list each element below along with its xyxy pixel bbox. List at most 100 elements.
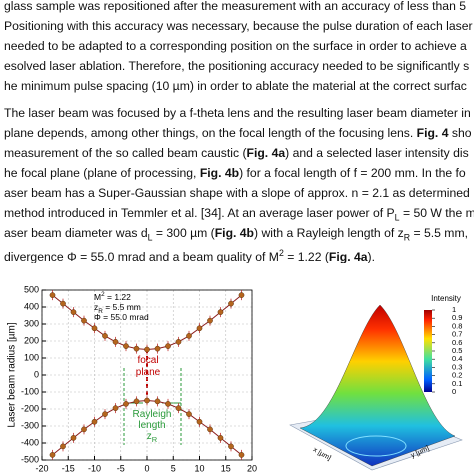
text-run: plane — [136, 367, 161, 378]
text-line: aser beam has a Super-Gaussian shape wit… — [4, 183, 474, 203]
y-tick-label: -400 — [21, 437, 39, 447]
colorbar-title: Intensity — [431, 294, 461, 303]
paragraph: The laser beam was focused by a f-theta … — [4, 103, 474, 263]
text-line: aser beam diameter was dL = 300 µm (Fig.… — [4, 223, 474, 243]
text-run: aser beam has a Super-Gaussian shape wit… — [4, 186, 470, 200]
x-tick-label: -5 — [117, 463, 125, 473]
text-line: he minimum pulse spacing (10 µm) in orde… — [4, 76, 474, 96]
text-run: M — [94, 292, 101, 302]
parameter-label: Φ = 55.0 mrad — [94, 312, 149, 322]
text-run: R — [98, 308, 103, 315]
data-point — [49, 452, 56, 458]
text-run: aser beam diameter was d — [4, 226, 148, 240]
paragraph: glass sample was repositioned after the … — [4, 0, 474, 96]
data-point — [165, 401, 171, 407]
x-tick-label: 20 — [247, 463, 257, 473]
rayleigh-label: zR — [147, 431, 158, 445]
data-point — [144, 397, 150, 404]
plot-frame — [41, 289, 253, 461]
text-run: L — [394, 212, 400, 223]
text-run: needed to be adapted to a corresponding … — [4, 39, 467, 53]
data-point — [81, 426, 87, 433]
rayleigh-label: length — [138, 420, 165, 431]
data-point — [102, 411, 108, 417]
text-run: Positioning with this accuracy was neces… — [4, 19, 473, 33]
x-tick-label: -15 — [62, 463, 75, 473]
text-run: z — [94, 302, 98, 312]
colorbar-tick-label: 0.8 — [452, 321, 462, 330]
text-run: 2 — [101, 291, 105, 298]
data-point — [175, 405, 182, 411]
text-run: ) and a selected laser intensity dis — [285, 146, 469, 160]
rayleigh-label: Rayleigh — [133, 409, 172, 420]
data-point — [165, 343, 171, 349]
text-line: method introduced in Temmler et al. [34]… — [4, 203, 474, 223]
data-point — [196, 325, 203, 332]
focal-plane-label: plane — [136, 367, 161, 378]
y-tick-label: 100 — [24, 352, 39, 362]
text-line: he focal plane (plane of processing, Fig… — [4, 163, 474, 183]
text-run: Φ = 55.0 mrad — [94, 312, 149, 322]
data-point — [70, 435, 77, 441]
text-run: he minimum pulse spacing (10 µm) in orde… — [4, 79, 467, 93]
colorbar-tick-label: 1 — [452, 305, 456, 314]
data-point — [207, 317, 213, 324]
data-point — [217, 309, 224, 315]
surface-contour — [345, 435, 407, 457]
data-point — [186, 333, 192, 339]
y-tick-label: 200 — [24, 335, 39, 345]
text-run: 2 — [278, 248, 284, 258]
data-point — [102, 333, 108, 339]
text-run: plane depends, among other things, on th… — [4, 126, 417, 140]
data-point — [60, 300, 66, 307]
text-run: length — [138, 420, 165, 431]
data-point — [112, 339, 119, 345]
text-run: method introduced in Temmler et al. [34]… — [4, 206, 395, 220]
colorbar-tick-label: 0.9 — [452, 313, 462, 322]
text-line: needed to be adapted to a corresponding … — [4, 36, 474, 56]
data-point — [60, 443, 66, 450]
data-point — [49, 292, 56, 298]
text-run: ) with a Rayleigh length of z — [254, 226, 404, 240]
text-run: Fig. 4b — [214, 226, 255, 240]
text-run: ). — [367, 250, 375, 263]
parameter-label: zR = 5.5 mm — [94, 302, 141, 315]
colorbar-tick-label: 0.6 — [452, 338, 462, 347]
y-tick-label: 300 — [24, 318, 39, 328]
x-tick-label: 5 — [171, 463, 176, 473]
text-run: L — [147, 232, 153, 243]
data-point — [81, 317, 87, 324]
x-tick-label: 10 — [194, 463, 204, 473]
text-line: The laser beam was focused by a f-theta … — [4, 103, 474, 123]
x-axis-label: x [µm] — [312, 446, 332, 462]
colorbar-tick-label: 0 — [452, 387, 456, 396]
data-point — [91, 325, 98, 332]
data-point — [91, 418, 98, 425]
colorbar-tick-label: 0.3 — [452, 362, 462, 371]
colorbar-tick-label: 0.7 — [452, 330, 462, 339]
data-point — [154, 398, 161, 405]
text-run: R — [152, 435, 158, 444]
colorbar-tick-label: 0.4 — [452, 354, 462, 363]
text-line: plane depends, among other things, on th… — [4, 123, 474, 143]
data-point — [186, 411, 192, 417]
data-point — [154, 345, 161, 352]
text-run: he focal plane (plane of processing, — [4, 166, 200, 180]
colorbar-tick-label: 0.5 — [452, 346, 462, 355]
text-run: = 5.5 mm, — [410, 226, 468, 240]
data-point — [112, 405, 119, 411]
y-tick-label: -300 — [21, 420, 39, 430]
data-point — [144, 346, 150, 353]
data-point — [123, 343, 129, 349]
data-point — [175, 339, 182, 345]
data-point — [207, 426, 213, 433]
text-run: divergence Φ = 55.0 mrad and a beam qual… — [4, 250, 279, 263]
x-tick-label: -10 — [88, 463, 101, 473]
y-tick-label: 0 — [34, 369, 39, 379]
text-line: divergence Φ = 55.0 mrad and a beam qual… — [4, 243, 474, 263]
text-run: R — [403, 232, 411, 243]
text-run: Fig. 4a — [328, 250, 368, 263]
text-run: = 1.22 ( — [283, 250, 329, 263]
colorbar-tick-label: 0.1 — [452, 379, 462, 388]
